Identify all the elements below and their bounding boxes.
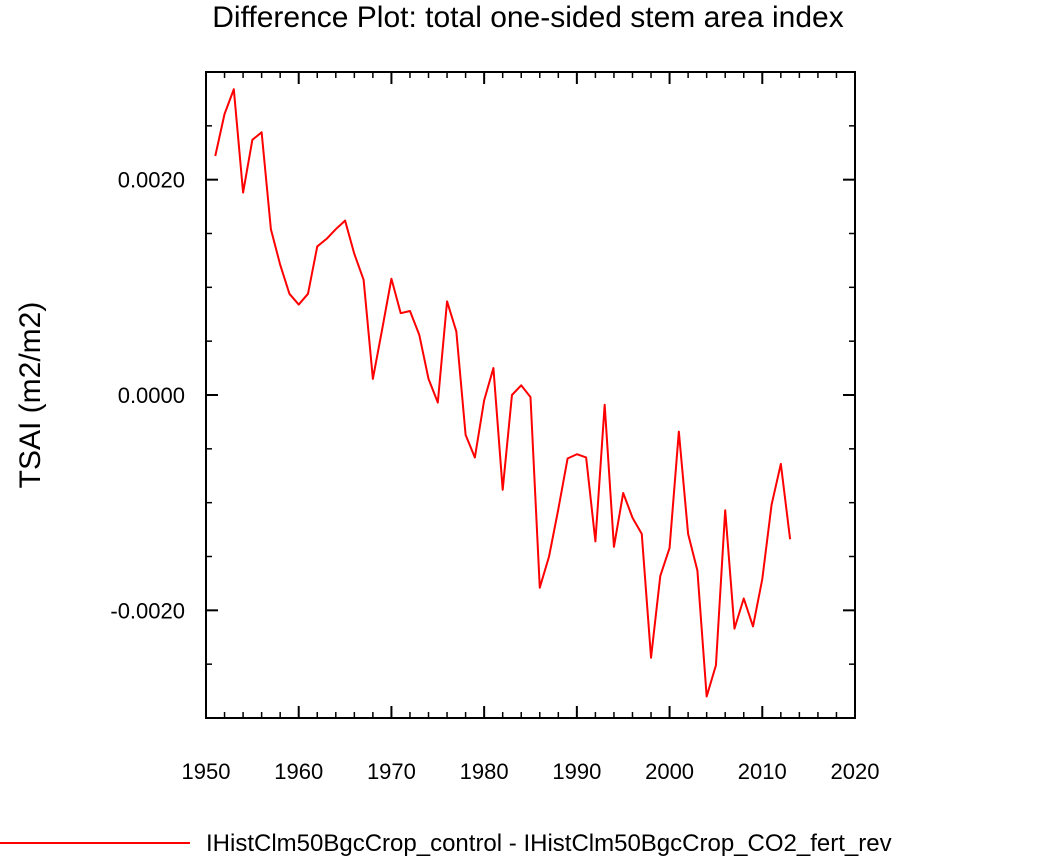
- chart-title: Difference Plot: total one-sided stem ar…: [212, 1, 843, 34]
- x-tick-label: 1970: [367, 759, 416, 784]
- y-tick-label: 0.0020: [118, 168, 185, 193]
- plot-frame: [205, 71, 856, 719]
- axis-ticks: [205, 71, 856, 719]
- x-tick-label: 1960: [274, 759, 323, 784]
- axis-tick-labels: 1950 1960 1970 1980 1990 2000 2010 2020 -0.0020 0…: [110, 168, 879, 784]
- x-tick-label: 2010: [738, 759, 787, 784]
- legend: IHistClm50BgcCrop_control - IHistClm50Bg…: [0, 830, 892, 857]
- y-axis-label: TSAI (m2/m2): [14, 302, 47, 489]
- series-layer: [214, 88, 792, 698]
- y-tick-label: -0.0020: [110, 598, 185, 623]
- x-tick-label: 2020: [831, 759, 880, 784]
- legend-label: IHistClm50BgcCrop_control - IHistClm50Bg…: [206, 830, 892, 857]
- series-line: [214, 88, 792, 698]
- x-tick-label: 1950: [182, 759, 231, 784]
- x-tick-label: 2000: [645, 759, 694, 784]
- x-tick-label: 1980: [460, 759, 509, 784]
- y-tick-label: 0.0000: [118, 383, 185, 408]
- x-tick-label: 1990: [552, 759, 601, 784]
